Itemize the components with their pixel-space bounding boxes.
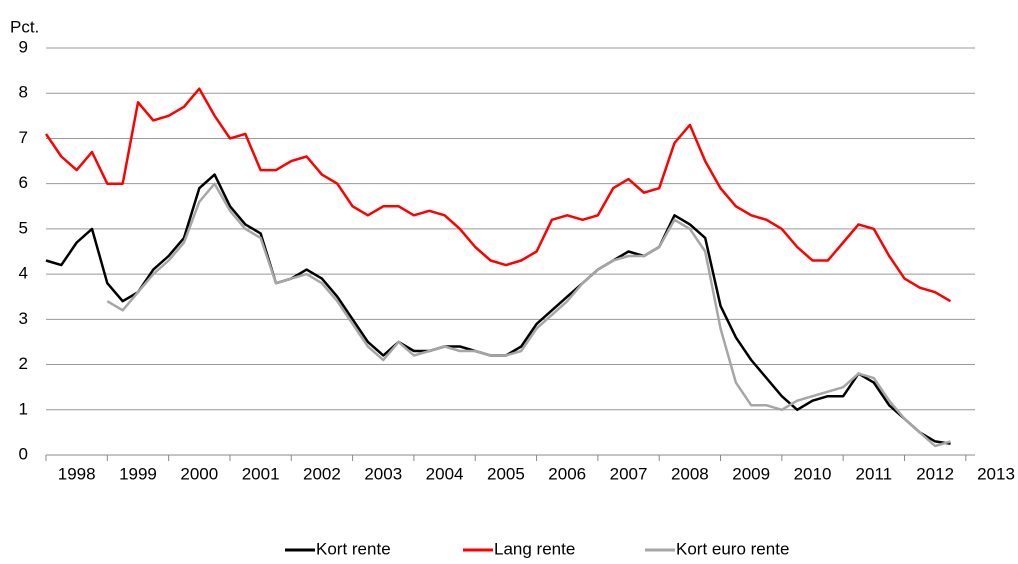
legend-label: Lang rente xyxy=(494,539,575,558)
y-tick-label: 4 xyxy=(19,264,28,283)
y-tick-label: 0 xyxy=(19,444,28,463)
y-tick-label: 2 xyxy=(19,354,28,373)
x-tick-label: 2013 xyxy=(977,464,1015,483)
x-tick-label: 2012 xyxy=(916,464,954,483)
x-tick-label: 2009 xyxy=(732,464,770,483)
x-tick-label: 2006 xyxy=(548,464,586,483)
legend-label: Kort rente xyxy=(316,539,391,558)
x-tick-label: 2008 xyxy=(671,464,709,483)
y-axis-label: Pct. xyxy=(10,17,39,36)
x-tick-label: 2005 xyxy=(487,464,525,483)
x-tick-label: 1998 xyxy=(58,464,96,483)
y-tick-label: 3 xyxy=(19,309,28,328)
x-tick-label: 2000 xyxy=(180,464,218,483)
x-tick-label: 1999 xyxy=(119,464,157,483)
line-series xyxy=(106,182,951,448)
legend-label: Kort euro rente xyxy=(676,539,789,558)
y-tick-label: 5 xyxy=(19,218,28,237)
y-tick-label: 8 xyxy=(19,83,28,102)
y-tick-label: 6 xyxy=(19,173,28,192)
x-tick-label: 2001 xyxy=(242,464,280,483)
y-tick-label: 7 xyxy=(19,128,28,147)
x-tick-label: 2011 xyxy=(856,464,893,483)
line-series xyxy=(44,87,952,303)
x-tick-label: 2004 xyxy=(426,464,464,483)
x-tick-label: 2002 xyxy=(303,464,341,483)
x-tick-label: 2010 xyxy=(794,464,832,483)
x-tick-label: 2003 xyxy=(364,464,402,483)
x-tick-label: 2007 xyxy=(610,464,648,483)
y-tick-label: 9 xyxy=(19,37,28,56)
y-tick-label: 1 xyxy=(19,399,28,418)
line-series xyxy=(45,173,951,445)
